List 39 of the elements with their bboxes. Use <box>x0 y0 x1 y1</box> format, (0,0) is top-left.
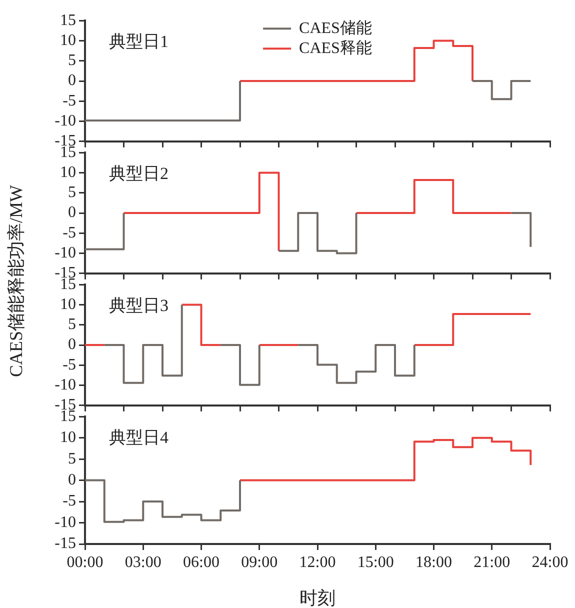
annotation: 典型日4 <box>109 428 169 448</box>
x-tick-label: 12:00 <box>299 554 336 571</box>
y-tick-label: -10 <box>54 514 76 531</box>
y-axis-title: CAES储能释能功率/MW <box>5 184 27 378</box>
x-tick-label: 00:00 <box>66 554 104 571</box>
y-tick-label: -5 <box>62 356 76 374</box>
y-tick-label: 0 <box>68 336 76 354</box>
y-tick-label: -10 <box>54 376 76 394</box>
x-tick-label: 21:00 <box>474 554 510 571</box>
y-tick-label: 5 <box>68 450 76 468</box>
annotation: 典型日2 <box>109 164 168 184</box>
y-tick-label: -5 <box>62 224 76 242</box>
y-tick-label: 10 <box>60 32 76 49</box>
y-tick-label: 0 <box>68 72 76 90</box>
y-tick-label: -10 <box>54 112 76 130</box>
y-tick-label: 10 <box>60 429 76 446</box>
y-tick-label: 15 <box>60 12 76 29</box>
y-tick-label: 0 <box>68 204 76 222</box>
x-tick-label: 18:00 <box>416 554 452 571</box>
x-tick-label: 24:00 <box>532 554 568 571</box>
y-tick-label: -15 <box>54 535 76 552</box>
y-tick-label: -5 <box>62 92 76 110</box>
x-tick-label: 06:00 <box>183 554 220 571</box>
x-axis-title: 时刻 <box>298 587 336 608</box>
y-tick-label: 0 <box>68 472 76 489</box>
legend-label: CAES释能 <box>299 38 372 57</box>
x-tick-label: 15:00 <box>357 554 394 571</box>
y-tick-label: 5 <box>68 184 76 202</box>
y-tick-label: 5 <box>68 316 76 334</box>
legend-label: CAES储能 <box>299 18 372 37</box>
y-tick-label: -10 <box>54 244 76 262</box>
x-tick-label: 09:00 <box>241 554 278 571</box>
y-tick-label: 10 <box>60 296 76 313</box>
y-tick-label: 10 <box>60 164 76 181</box>
y-tick-label: 5 <box>68 52 76 70</box>
annotation: 典型日1 <box>109 32 168 52</box>
y-tick-label: -5 <box>62 492 76 510</box>
x-tick-label: 03:00 <box>124 554 162 571</box>
annotation: 典型日3 <box>109 296 168 316</box>
